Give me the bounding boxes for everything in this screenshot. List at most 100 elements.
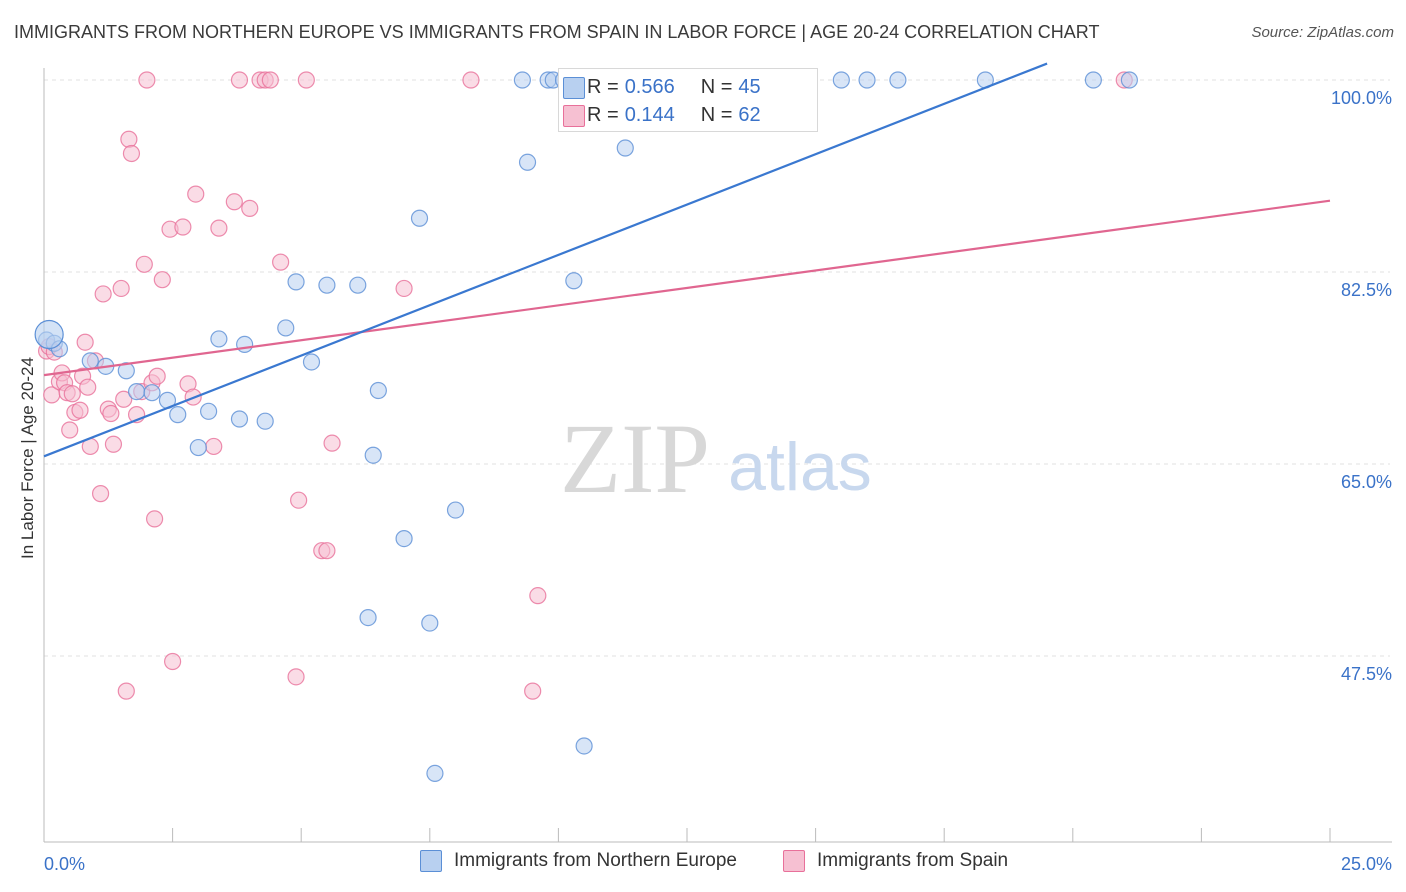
data-point — [145, 510, 164, 528]
data-point — [117, 362, 135, 380]
grid-lines — [44, 79, 1390, 657]
data-point — [261, 71, 279, 89]
data-point — [1120, 71, 1138, 89]
watermark-atlas: atlas — [728, 429, 872, 505]
data-point — [174, 218, 192, 236]
data-point — [359, 608, 377, 627]
data-point — [61, 421, 79, 439]
data-point — [421, 614, 439, 632]
data-point — [241, 199, 259, 217]
data-point — [210, 219, 228, 237]
data-point — [76, 333, 94, 351]
legend-label: Immigrants from Spain — [817, 850, 1009, 871]
data-point — [529, 587, 547, 605]
y-tick-label: 47.5% — [1341, 664, 1392, 684]
data-point — [272, 253, 290, 271]
data-point — [153, 271, 171, 289]
data-point — [395, 530, 413, 548]
legend-bottom-northern-europe: Immigrants from Northern Europe — [420, 850, 737, 872]
data-point — [189, 438, 207, 457]
data-point — [524, 682, 542, 700]
data-point — [104, 435, 123, 453]
data-point — [575, 737, 593, 755]
data-point — [832, 71, 850, 89]
data-point — [302, 353, 321, 371]
legend-n-label: N = — [700, 103, 733, 126]
data-point — [79, 378, 97, 396]
data-point — [349, 276, 367, 294]
watermark-zip: ZIP — [560, 403, 710, 514]
legend-r-label: R = — [587, 75, 619, 98]
y-tick-label: 65.0% — [1341, 472, 1392, 492]
trend-line-spain — [43, 199, 1331, 377]
data-point — [287, 273, 305, 291]
legend-n-value: 62 — [738, 103, 761, 126]
data-point — [94, 285, 112, 303]
data-point — [369, 381, 387, 400]
source-note: Source: ZipAtlas.com — [1251, 24, 1394, 41]
data-point — [138, 71, 156, 89]
data-point — [1084, 71, 1102, 89]
data-point — [112, 279, 130, 298]
y-tick-label: 100.0% — [1331, 88, 1392, 108]
axes — [43, 68, 1392, 843]
data-point — [426, 764, 444, 782]
data-point — [164, 652, 182, 671]
y-tick-label: 82.5% — [1341, 280, 1392, 300]
trend-line-northern-europe — [43, 62, 1048, 458]
data-point — [71, 401, 89, 419]
legend-n-value: 45 — [738, 75, 761, 98]
data-point — [143, 384, 161, 402]
data-point — [63, 385, 81, 403]
data-point — [616, 139, 634, 157]
data-point — [446, 501, 465, 519]
x-tick-label: 25.0% — [1341, 854, 1392, 874]
data-point — [297, 71, 315, 89]
data-point — [127, 382, 146, 401]
legend-swatch-pink — [563, 105, 585, 127]
data-point — [318, 276, 336, 294]
data-point — [518, 153, 537, 171]
legend-row-northern-europe: R = 0.566 N = 45 — [563, 73, 761, 101]
data-point — [462, 71, 480, 89]
data-point — [115, 390, 133, 408]
data-point — [858, 71, 876, 89]
legend-n-label: N = — [700, 75, 733, 98]
data-point — [889, 71, 907, 89]
data-point — [200, 402, 218, 420]
data-point — [117, 682, 135, 700]
y-axis-label: In Labor Force | Age 20-24 — [18, 357, 37, 559]
data-point — [318, 542, 336, 560]
data-point — [513, 71, 531, 89]
legend-row-spain: R = 0.144 N = 62 — [563, 101, 761, 129]
data-point — [102, 404, 120, 423]
x-tick-label: 0.0% — [44, 854, 85, 874]
data-point-large — [34, 319, 64, 350]
data-point — [205, 437, 223, 456]
legend-top: R = 0.566 N = 45 R = 0.144 N = 62 — [558, 68, 818, 132]
data-point — [277, 319, 295, 337]
data-point — [323, 434, 341, 452]
legend-swatch-pink — [783, 850, 805, 872]
legend-bottom-spain: Immigrants from Spain — [783, 850, 1008, 872]
series-spain — [37, 71, 1133, 700]
legend-label: Immigrants from Northern Europe — [454, 850, 737, 871]
legend-r-label: R = — [587, 103, 619, 126]
data-point — [364, 446, 382, 464]
data-point — [120, 130, 138, 148]
data-point — [210, 330, 228, 348]
data-point — [81, 352, 99, 370]
data-point — [187, 185, 205, 203]
legend-r-value: 0.144 — [624, 103, 675, 126]
legend-swatch-blue — [420, 850, 442, 872]
page-title: IMMIGRANTS FROM NORTHERN EUROPE VS IMMIG… — [14, 22, 1100, 42]
data-point — [135, 255, 153, 273]
legend-swatch-blue — [563, 77, 585, 99]
watermark: ZIP atlas — [560, 403, 872, 514]
data-point — [169, 406, 187, 424]
legend-r-value: 0.566 — [624, 75, 675, 98]
data-point — [122, 144, 141, 163]
data-point — [225, 193, 243, 211]
data-point — [91, 485, 110, 503]
